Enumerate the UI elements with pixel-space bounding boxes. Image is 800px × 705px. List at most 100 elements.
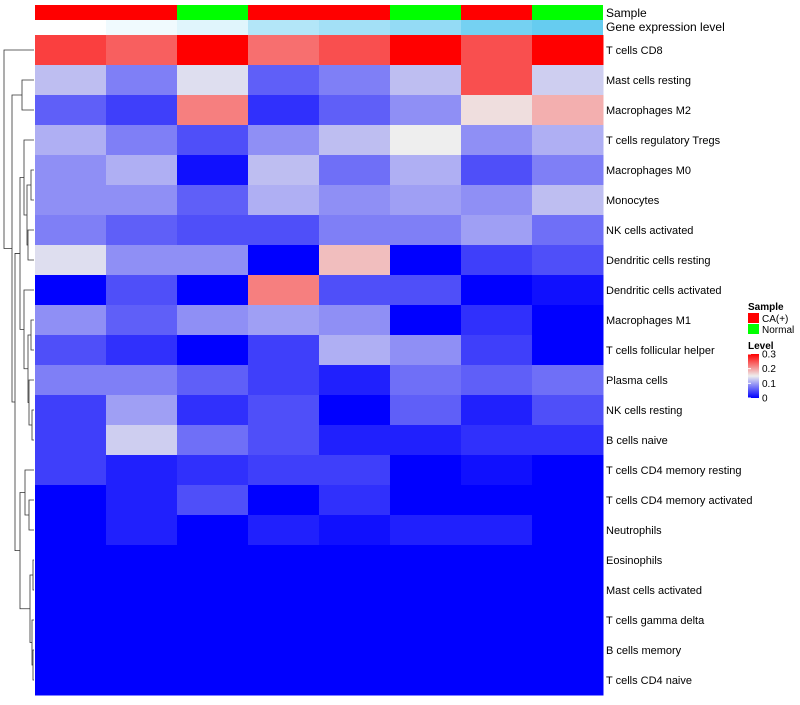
heatmap-cell bbox=[248, 575, 320, 606]
row-label: T cells CD4 memory resting bbox=[606, 465, 742, 477]
heatmap-cell bbox=[106, 155, 178, 186]
heatmap-cell bbox=[35, 515, 107, 546]
heatmap-cell bbox=[106, 65, 178, 96]
level-legend-tick-label: 0 bbox=[762, 394, 768, 405]
row-label: Eosinophils bbox=[606, 555, 663, 567]
heatmap-cell bbox=[106, 245, 178, 276]
heatmap-cell bbox=[106, 275, 178, 306]
heatmap-cell bbox=[532, 155, 604, 186]
annotation-cell bbox=[461, 5, 532, 20]
dendrogram-branch bbox=[24, 469, 34, 516]
heatmap-cell bbox=[532, 605, 604, 636]
heatmap-cell bbox=[319, 365, 391, 396]
heatmap-cell bbox=[390, 395, 462, 426]
row-label: Mast cells activated bbox=[606, 585, 702, 597]
dendrogram-branch bbox=[27, 334, 31, 403]
row-label: T cells gamma delta bbox=[606, 615, 705, 627]
row-label: NK cells activated bbox=[606, 225, 693, 237]
heatmap-cell bbox=[319, 155, 391, 186]
heatmap-cell bbox=[106, 395, 178, 426]
heatmap-cell bbox=[248, 395, 320, 426]
heatmap-cell bbox=[390, 275, 462, 306]
heatmap-cell bbox=[461, 485, 533, 516]
heatmap-cell bbox=[248, 635, 320, 666]
heatmap-cell bbox=[248, 305, 320, 336]
heatmap-cell bbox=[532, 305, 604, 336]
heatmap-cell bbox=[390, 575, 462, 606]
level-legend-tick-label: 0.3 bbox=[762, 350, 776, 361]
heatmap-cell bbox=[177, 185, 249, 216]
heatmap-cell bbox=[35, 395, 107, 426]
annotation-cell bbox=[106, 5, 177, 20]
heatmap-cell bbox=[106, 545, 178, 576]
heatmap-cell bbox=[35, 335, 107, 366]
heatmap-cell bbox=[35, 35, 107, 66]
heatmap-cell bbox=[35, 65, 107, 96]
heatmap-cell bbox=[177, 305, 249, 336]
heatmap-cell bbox=[319, 515, 391, 546]
row-label: Macrophages M1 bbox=[606, 315, 691, 327]
heatmap-cell bbox=[177, 455, 249, 486]
annotation-cell bbox=[35, 5, 106, 20]
heatmap-cell bbox=[532, 245, 604, 276]
dendrogram-branch bbox=[30, 169, 34, 201]
heatmap-cell bbox=[248, 275, 320, 306]
heatmap-cell bbox=[390, 665, 462, 696]
heatmap-cell bbox=[177, 35, 249, 66]
annotation-label-sample: Sample bbox=[606, 6, 647, 20]
heatmap-cell bbox=[390, 335, 462, 366]
annotation-cell bbox=[532, 20, 603, 35]
heatmap-cell bbox=[106, 185, 178, 216]
sample-legend: Sample CA(+) Normal bbox=[748, 302, 794, 336]
heatmap-cell bbox=[461, 515, 533, 546]
heatmap-cell bbox=[35, 245, 107, 276]
heatmap-cell bbox=[532, 395, 604, 426]
heatmap-cell bbox=[106, 665, 178, 696]
heatmap-cell bbox=[461, 545, 533, 576]
heatmap-cell bbox=[532, 125, 604, 156]
heatmap-cell bbox=[35, 215, 107, 246]
dendrogram-branch bbox=[32, 559, 34, 591]
heatmap-cell bbox=[390, 95, 462, 126]
heatmap-cell bbox=[177, 515, 249, 546]
heatmap-cell bbox=[319, 635, 391, 666]
heatmap-cell bbox=[248, 245, 320, 276]
dendrogram-branch bbox=[30, 319, 34, 351]
annotation-cell bbox=[35, 20, 106, 35]
heatmap-cell bbox=[390, 245, 462, 276]
heatmap-cell bbox=[319, 95, 391, 126]
heatmap-cell bbox=[532, 635, 604, 666]
heatmap-cell bbox=[319, 575, 391, 606]
annotation-cell bbox=[390, 20, 461, 35]
row-label: T cells CD4 naive bbox=[606, 675, 692, 687]
heatmap-cell bbox=[390, 185, 462, 216]
heatmap-cell bbox=[177, 545, 249, 576]
level-legend: Level 0.3 0.2 0.1 0 bbox=[748, 341, 776, 405]
heatmap-cell bbox=[248, 605, 320, 636]
dendrogram-branch bbox=[3, 49, 34, 249]
row-label: B cells naive bbox=[606, 435, 668, 447]
heatmap-cell bbox=[177, 605, 249, 636]
row-label: T cells CD4 memory activated bbox=[606, 495, 753, 507]
heatmap-cell bbox=[177, 485, 249, 516]
heatmap-cell bbox=[461, 335, 533, 366]
annotation-cell bbox=[106, 20, 177, 35]
heatmap-cell bbox=[177, 155, 249, 186]
heatmap-cell bbox=[532, 515, 604, 546]
heatmap-cell bbox=[532, 95, 604, 126]
dendrogram-branch bbox=[19, 177, 24, 330]
dendrogram-branch bbox=[23, 289, 34, 370]
heatmap-cell bbox=[35, 155, 107, 186]
dendrogram-branch bbox=[14, 253, 20, 552]
heatmap-cell bbox=[461, 575, 533, 606]
dendrogram-branch bbox=[11, 94, 22, 403]
heatmap-cell bbox=[461, 425, 533, 456]
heatmap-cell bbox=[35, 305, 107, 336]
heatmap-cell bbox=[35, 125, 107, 156]
level-legend-gradient bbox=[748, 354, 759, 398]
heatmap-cell bbox=[106, 635, 178, 666]
heatmap-cell bbox=[248, 335, 320, 366]
annotation-cell bbox=[248, 5, 319, 20]
heatmap-cell bbox=[35, 605, 107, 636]
heatmap-cell bbox=[177, 215, 249, 246]
